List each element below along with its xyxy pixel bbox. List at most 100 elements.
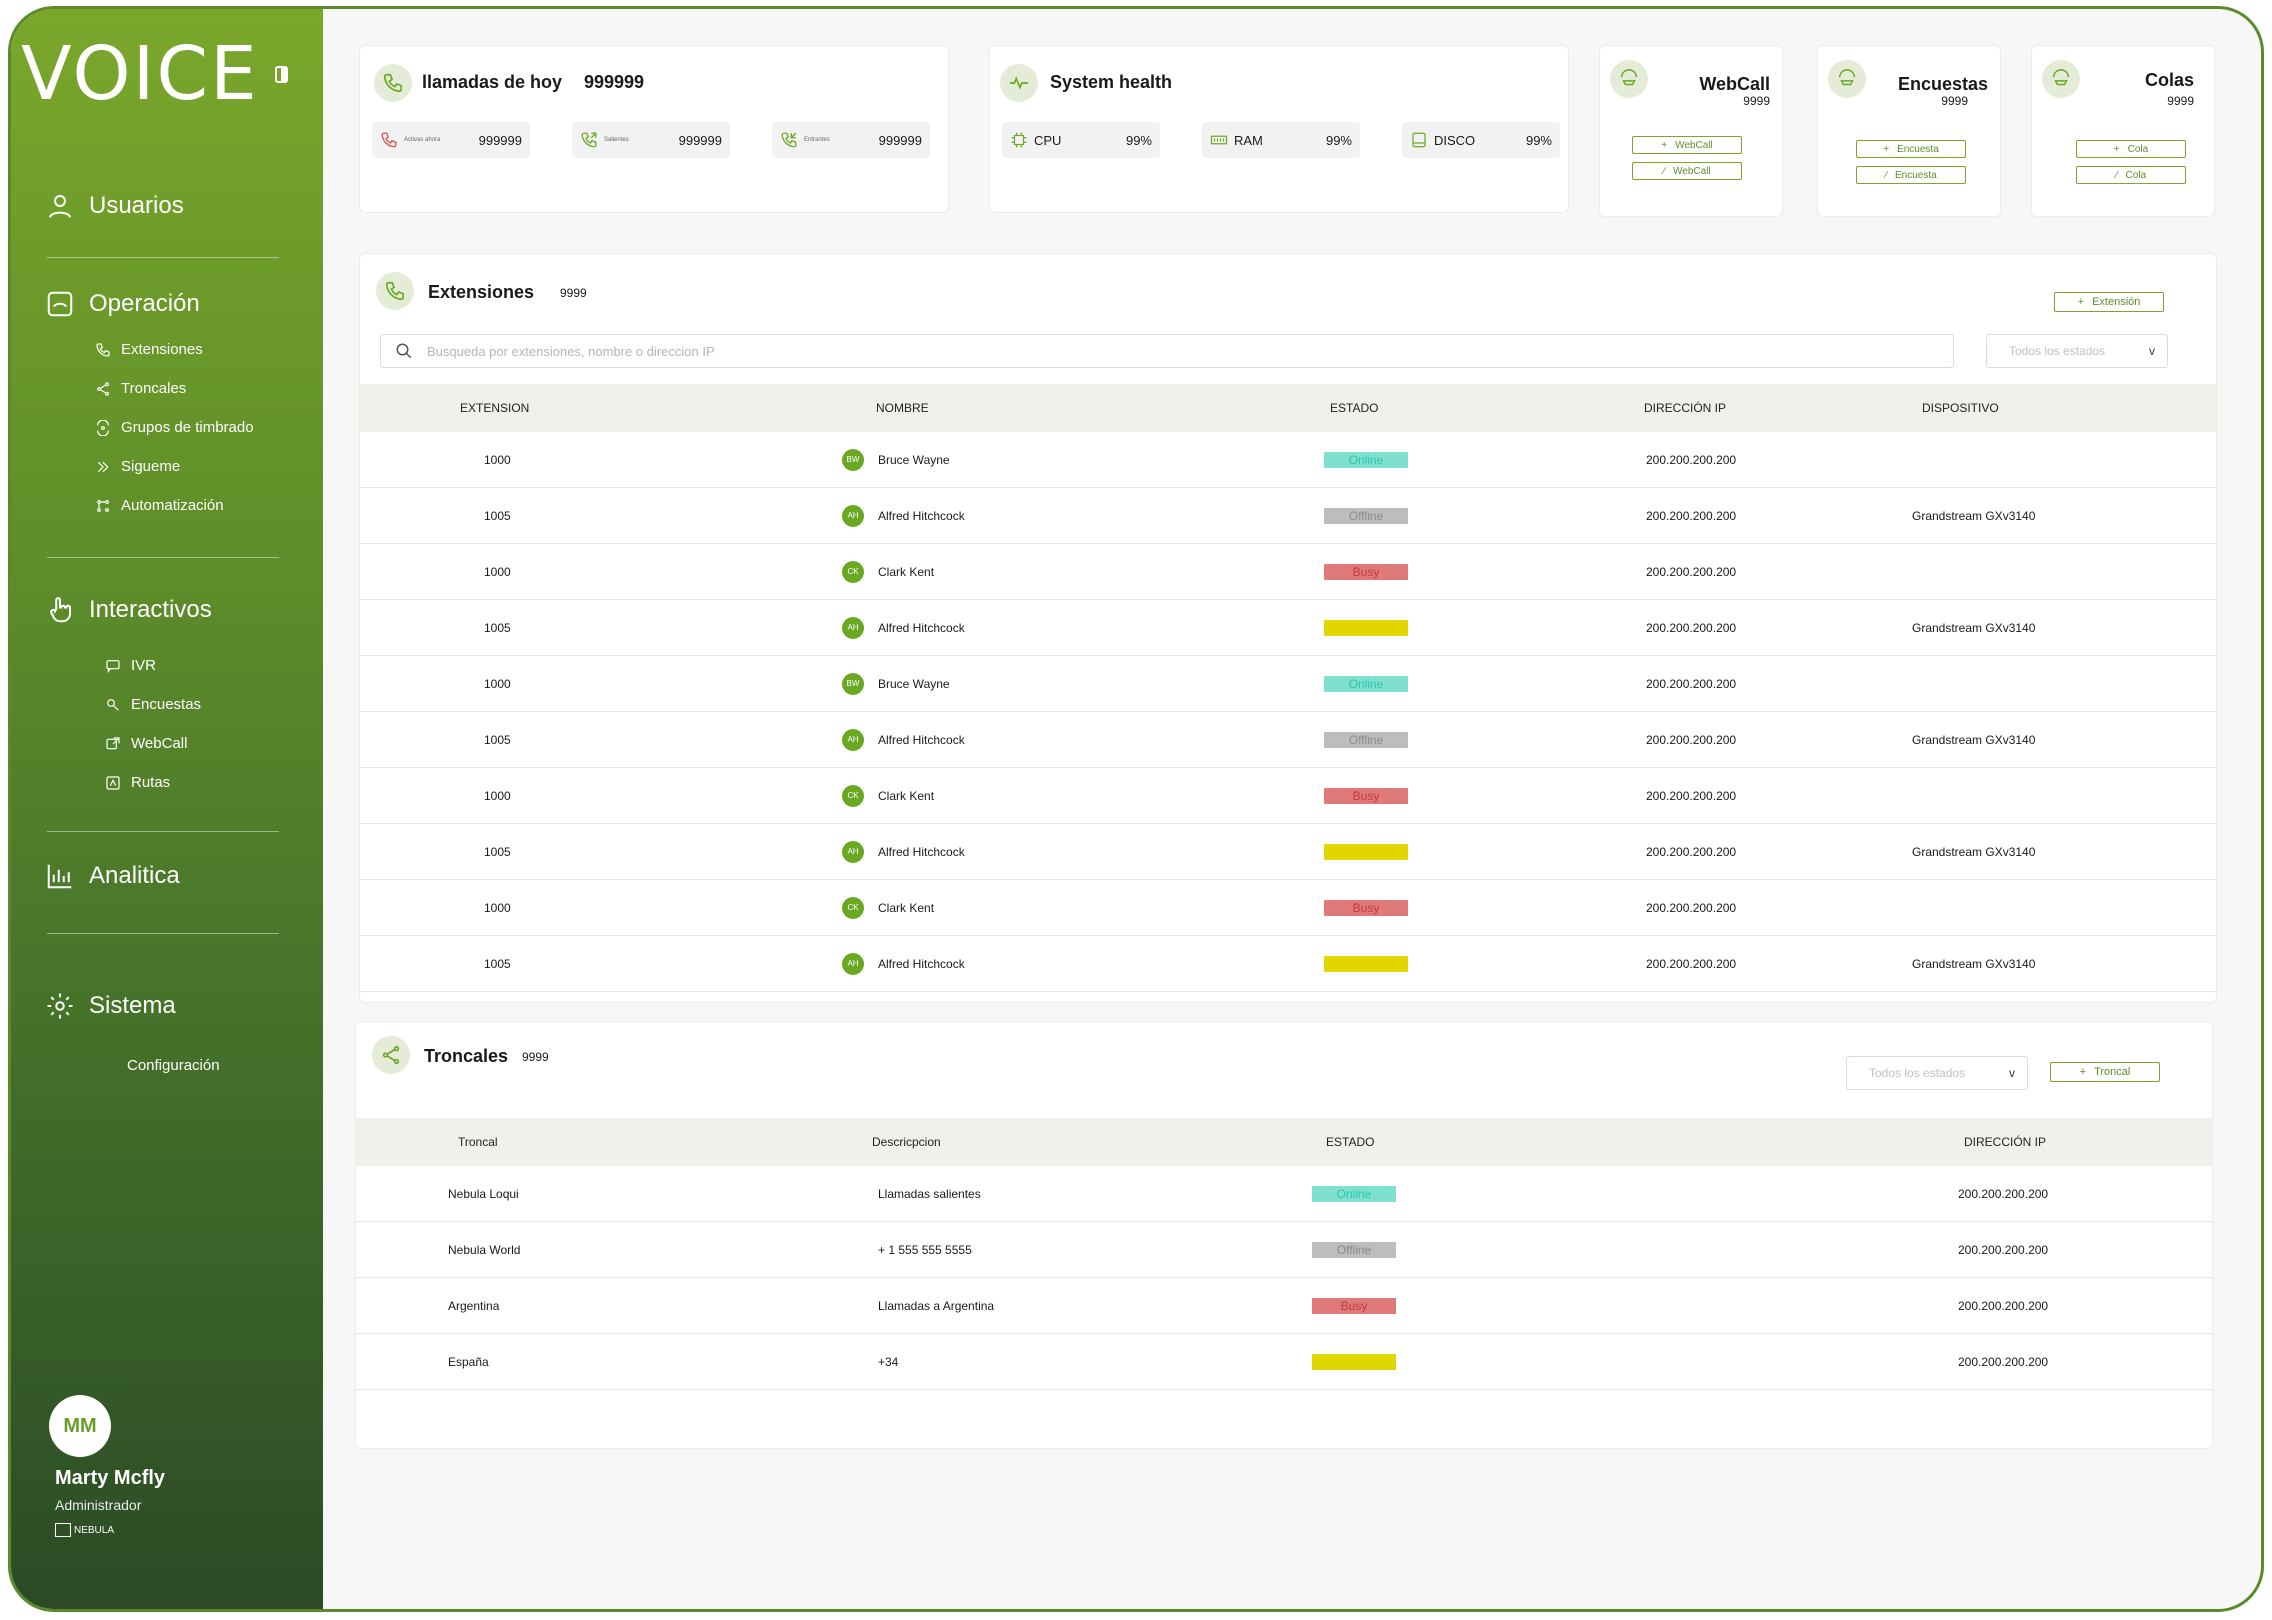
sidebar-item-sigueme[interactable]: Sigueme — [95, 458, 180, 475]
plus-icon: + — [1661, 139, 1668, 151]
nav-sistema-label: Sistema — [89, 992, 176, 1019]
nav-operacion[interactable]: Operación — [45, 289, 200, 319]
chevron-down-icon: v — [2149, 344, 2155, 358]
table-row[interactable]: Nebula Loqui Llamadas salientes Online 200.… — [356, 1166, 2212, 1222]
sidebar-item-configuracion[interactable]: Configuración — [127, 1057, 220, 1074]
status-badge: Offline — [1312, 1241, 1396, 1258]
table-row[interactable]: España +34 200.200.200.200 — [356, 1334, 2212, 1390]
edit-cola-button[interactable]: ⁄ Cola — [2076, 166, 2186, 184]
cell-extension: 1000 — [484, 676, 511, 691]
status-badge: Busy — [1312, 1297, 1396, 1314]
sidebar-item-webcall[interactable]: WebCall — [105, 735, 187, 752]
cell-extension: 1000 — [484, 900, 511, 915]
cell-extension: 1005 — [484, 620, 511, 635]
phone-box-icon — [47, 291, 73, 317]
nav-sistema[interactable]: Sistema — [45, 991, 176, 1021]
table-row[interactable]: Nebula World + 1 555 555 5555 Offline 200.2… — [356, 1222, 2212, 1278]
col-troncal[interactable]: Troncal — [458, 1135, 498, 1149]
table-row[interactable]: 1005 AH Alfred Hitchcock 200.200.200.200 Gra… — [360, 936, 2216, 992]
col-extension[interactable]: EXTENSION — [460, 401, 530, 415]
sidebar-item-label: Automatización — [121, 497, 224, 514]
col-ip[interactable]: DIRECCIÓN IP — [1644, 401, 1727, 415]
plus-icon: + — [2077, 296, 2085, 308]
cell-extension: 1005 — [484, 508, 511, 523]
table-row[interactable]: 1000 BW Bruce Wayne Online 200.200.200.200 — [360, 432, 2216, 488]
sidebar-item-troncales[interactable]: Troncales — [95, 380, 186, 397]
cell-troncal: Nebula World — [448, 1242, 521, 1257]
health-card: System health CPU 99% RAM 99% DISCO 99% — [989, 45, 1569, 213]
sidebar-item-rutas[interactable]: Rutas — [105, 774, 170, 791]
cell-extension: 1005 — [484, 732, 511, 747]
sidebar-item-ivr[interactable]: IVR — [105, 657, 156, 674]
ring-group-icon — [97, 419, 109, 436]
nav-usuarios[interactable]: Usuarios — [45, 191, 184, 221]
encuestas-icon-wrap — [1828, 60, 1866, 98]
col-nombre[interactable]: NOMBRE — [876, 401, 929, 415]
phone-icon — [385, 281, 405, 301]
table-row[interactable]: 1005 AH Alfred Hitchcock 200.200.200.200 Gra… — [360, 824, 2216, 880]
extensions-search-input[interactable]: Busqueda por extensiones, nombre o direc… — [380, 334, 1954, 368]
button-label: Encuesta — [1897, 143, 1939, 155]
table-row[interactable]: 1000 BW Bruce Wayne Online 200.200.200.200 — [360, 656, 2216, 712]
cell-nombre: Clark Kent — [878, 900, 935, 915]
trunks-panel: Troncales 9999 Todos los estados v + Tron… — [355, 1021, 2213, 1449]
add-cola-button[interactable]: + Cola — [2076, 140, 2186, 158]
stat-value: 999999 — [878, 132, 922, 148]
add-encuesta-button[interactable]: + Encuesta — [1856, 140, 1966, 158]
edit-encuesta-button[interactable]: ⁄ Encuesta — [1856, 166, 1966, 184]
sidebar-item-extensiones[interactable]: Extensiones — [95, 341, 203, 358]
pulse-icon — [1009, 76, 1029, 90]
cell-ip: 200.200.200.200 — [1958, 1242, 2049, 1257]
cell-nombre: Alfred Hitchcock — [878, 732, 965, 747]
table-row[interactable]: Argentina Llamadas a Argentina Busy 200.200… — [356, 1278, 2212, 1334]
col-descripcion[interactable]: Descricpcion — [872, 1135, 941, 1149]
trunks-table-header: Troncal Descricpcion ESTADO DIRECCIÓN IP — [356, 1118, 2212, 1166]
add-trunk-button[interactable]: + Troncal — [2050, 1062, 2160, 1082]
table-row[interactable]: 1000 CK Clark Kent Busy 200.200.200.200 — [360, 544, 2216, 600]
table-row[interactable]: 1000 CK Clark Kent Busy 200.200.200.200 — [360, 880, 2216, 936]
col-estado[interactable]: ESTADO — [1330, 401, 1379, 415]
col-estado[interactable]: ESTADO — [1326, 1135, 1375, 1149]
avatar: BW — [842, 448, 864, 471]
avatar: CK — [842, 560, 864, 583]
avatar: AH — [842, 952, 864, 975]
avatar[interactable]: MM — [49, 1395, 111, 1457]
external-link-icon — [106, 736, 120, 749]
plus-icon: + — [2113, 143, 2120, 155]
cell-ip: 200.200.200.200 — [1646, 956, 1737, 971]
trunks-count: 9999 — [522, 1050, 549, 1064]
extensions-status-filter[interactable]: Todos los estados v — [1986, 334, 2168, 368]
cell-ip: 200.200.200.200 — [1646, 900, 1737, 915]
sidebar-item-automatizacion[interactable]: Automatización — [95, 497, 224, 514]
health-value: 99% — [1325, 132, 1352, 148]
calls-icon-wrap — [374, 64, 412, 102]
col-dispositivo[interactable]: DISPOSITIVO — [1922, 401, 1999, 415]
col-ip[interactable]: DIRECCIÓN IP — [1964, 1135, 2047, 1149]
cell-ip: 200.200.200.200 — [1646, 676, 1737, 691]
sidebar-item-grupos[interactable]: Grupos de timbrado — [95, 419, 254, 436]
phone-icon — [96, 342, 110, 357]
nav-interactivos[interactable]: Interactivos — [45, 595, 212, 625]
edit-webcall-button[interactable]: ⁄ WebCall — [1632, 162, 1742, 180]
add-extension-button[interactable]: + Extensión — [2054, 292, 2164, 312]
cell-troncal: España — [448, 1354, 489, 1369]
nav-analitica[interactable]: Analitica — [45, 861, 180, 891]
mini-card-title: Encuestas — [1897, 74, 1988, 94]
cell-dispositivo: Grandstream GXv3140 — [1912, 508, 2036, 523]
webcall-card: WebCall 9999 + WebCall ⁄ WebCall — [1599, 45, 1783, 217]
brand-icon — [55, 1523, 71, 1537]
trunks-status-filter[interactable]: Todos los estados v — [1846, 1056, 2028, 1090]
avatar: CK — [842, 896, 864, 919]
health-title: System health — [1050, 72, 1173, 92]
sidebar-item-encuestas[interactable]: Encuestas — [105, 696, 201, 713]
table-row[interactable]: 1005 AH Alfred Hitchcock Offline 200.200.200… — [360, 488, 2216, 544]
table-row[interactable]: 1000 CK Clark Kent Busy 200.200.200.200 — [360, 768, 2216, 824]
sidebar-toggle-icon[interactable] — [274, 65, 288, 83]
extensions-table-header: EXTENSION NOMBRE ESTADO DIRECCIÓN IP DIS… — [360, 384, 2216, 432]
select-value: Todos los estados — [1869, 1066, 1966, 1080]
automation-icon — [97, 499, 109, 512]
table-row[interactable]: 1005 AH Alfred Hitchcock Offline 200.200.200… — [360, 712, 2216, 768]
table-row[interactable]: 1005 AH Alfred Hitchcock 200.200.200.200 Gra… — [360, 600, 2216, 656]
add-webcall-button[interactable]: + WebCall — [1632, 136, 1742, 154]
cell-dispositivo: Grandstream GXv3140 — [1912, 620, 2036, 635]
